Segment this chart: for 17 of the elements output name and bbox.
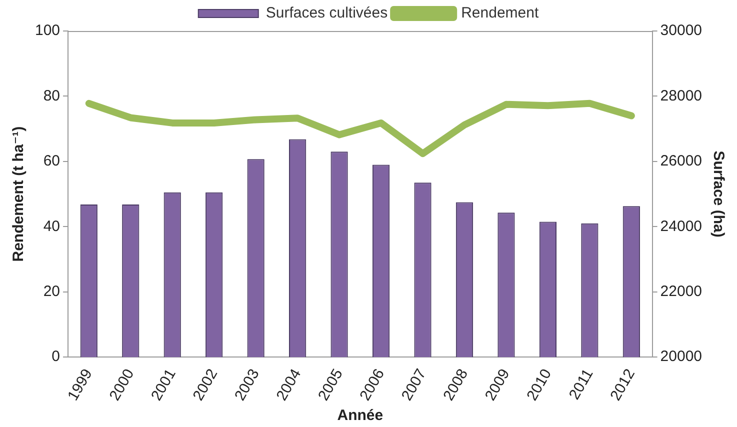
y2-axis-title: Surface (ha) — [710, 150, 727, 238]
x-axis-title: Année — [337, 407, 384, 424]
legend-label: Surfaces cultivées — [266, 4, 388, 22]
y-tick-label: 20 — [43, 283, 60, 300]
y-tick-label: 60 — [43, 152, 60, 170]
y2-tick-label: 20000 — [660, 348, 702, 366]
y-tick-label: 100 — [34, 22, 60, 40]
legend-label: Rendement — [461, 4, 540, 22]
y2-tick-label: 22000 — [660, 283, 702, 300]
y-axis-title: Rendement (t ha⁻¹) — [10, 126, 28, 262]
y2-tick-label: 24000 — [660, 218, 702, 235]
y-tick-label: 40 — [43, 218, 60, 235]
y2-tick-label: 26000 — [660, 152, 702, 170]
y-tick-label: 0 — [52, 348, 60, 366]
y2-tick-label: 28000 — [660, 87, 702, 104]
y-tick-label: 80 — [43, 87, 60, 104]
y2-tick-label: 30000 — [660, 22, 702, 40]
